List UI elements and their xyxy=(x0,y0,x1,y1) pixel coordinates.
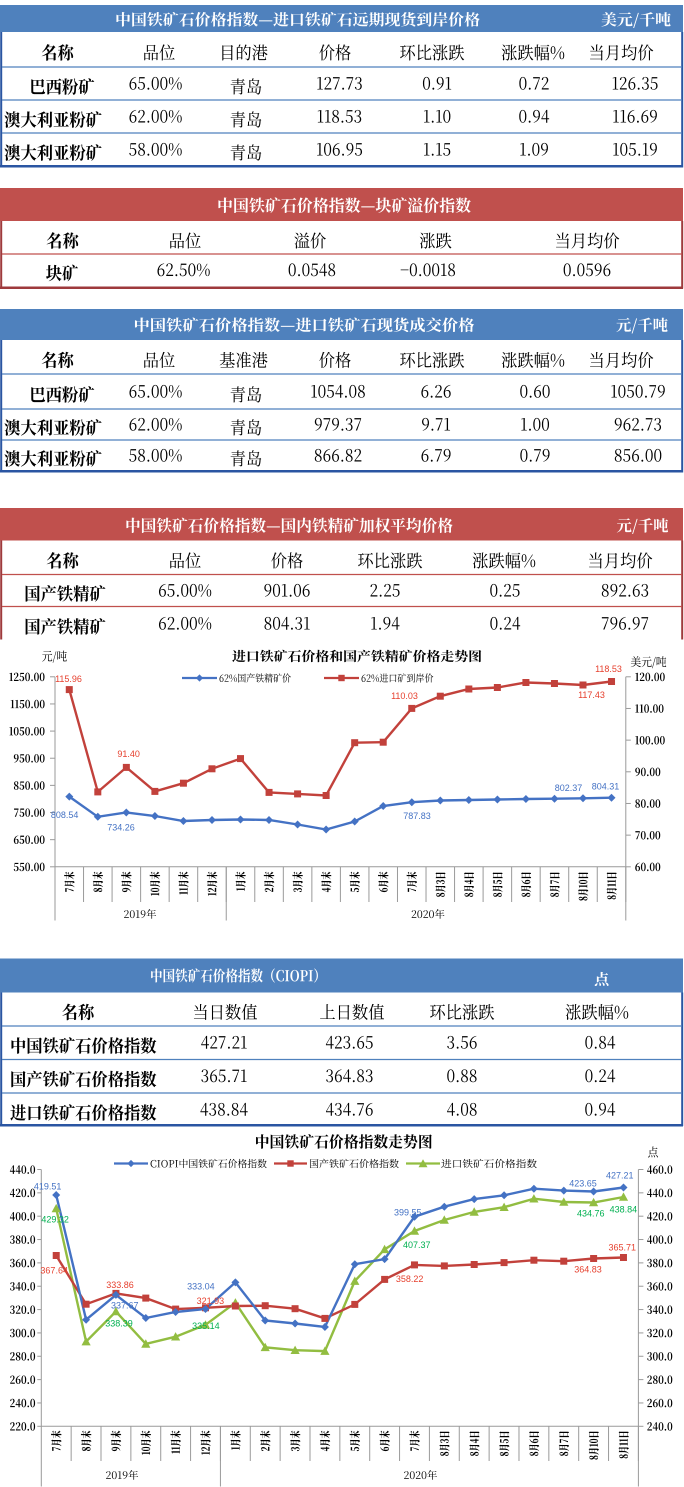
svg-text:429.32: 429.32 xyxy=(41,1215,69,1225)
svg-text:338.39: 338.39 xyxy=(105,1319,133,1329)
svg-text:333.04: 333.04 xyxy=(187,1282,215,1292)
svg-text:115.96: 115.96 xyxy=(55,674,82,684)
svg-text:802.37: 802.37 xyxy=(555,783,583,793)
svg-text:423.65: 423.65 xyxy=(569,1179,597,1189)
svg-text:118.53: 118.53 xyxy=(595,664,622,674)
svg-text:427.21: 427.21 xyxy=(606,1171,634,1181)
svg-text:321.93: 321.93 xyxy=(197,1296,225,1306)
svg-text:367.64: 367.64 xyxy=(40,1266,68,1276)
svg-text:734.26: 734.26 xyxy=(107,823,135,833)
svg-text:787.83: 787.83 xyxy=(403,811,431,821)
svg-text:117.43: 117.43 xyxy=(578,690,605,700)
svg-text:91.40: 91.40 xyxy=(117,749,140,759)
svg-text:365.71: 365.71 xyxy=(609,1243,637,1253)
svg-text:364.83: 364.83 xyxy=(574,1265,602,1275)
svg-text:407.37: 407.37 xyxy=(403,1240,431,1250)
svg-text:358.22: 358.22 xyxy=(396,1274,424,1284)
svg-text:110.03: 110.03 xyxy=(391,691,418,701)
svg-text:399.55: 399.55 xyxy=(394,1208,422,1218)
svg-text:808.54: 808.54 xyxy=(51,810,79,820)
svg-text:419.51: 419.51 xyxy=(34,1182,62,1192)
svg-text:335.14: 335.14 xyxy=(192,1321,220,1331)
svg-text:434.76: 434.76 xyxy=(577,1209,605,1219)
svg-text:333.86: 333.86 xyxy=(106,1280,134,1290)
svg-text:337.67: 337.67 xyxy=(111,1301,139,1311)
svg-text:438.84: 438.84 xyxy=(610,1205,638,1215)
svg-text:804.31: 804.31 xyxy=(592,782,620,792)
